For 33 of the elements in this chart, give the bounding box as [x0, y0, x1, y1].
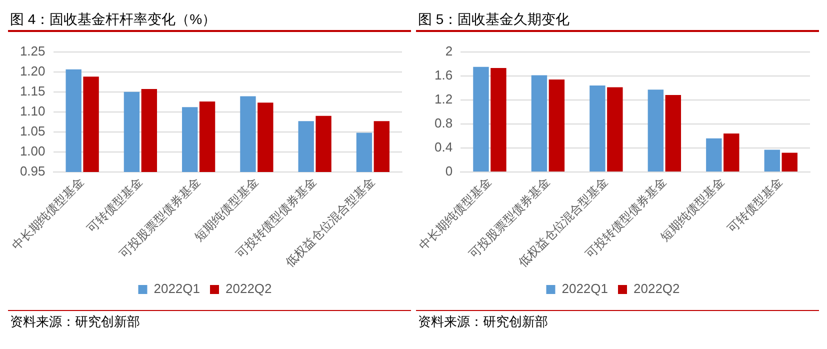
y-tick-label: 1.00 — [20, 144, 46, 159]
legend-label: 2022Q2 — [226, 281, 272, 296]
chart-title: 图 4：固收基金杆杆率变化（%） — [9, 10, 218, 29]
y-tick-label: 0 — [445, 164, 453, 179]
bar — [531, 75, 548, 172]
bar — [706, 138, 722, 172]
bar — [648, 90, 664, 172]
y-tick-label: 1.10 — [20, 103, 46, 118]
text: 资料来源：研究创新部 — [416, 311, 819, 333]
y-tick-label: 1.2 — [434, 91, 453, 106]
text: 资料来源：研究创新部 — [8, 311, 411, 333]
y-tick-label: 1.6 — [434, 67, 453, 82]
bar — [590, 85, 606, 172]
y-tick-label: 0.4 — [434, 140, 453, 155]
bar — [764, 150, 780, 172]
y-tick-label: 1.25 — [20, 43, 46, 58]
legend-label: 2022Q1 — [154, 281, 200, 296]
bar — [490, 68, 506, 172]
bar — [473, 66, 489, 172]
legend-label: 2022Q2 — [634, 281, 680, 296]
y-tick-label: 1.05 — [20, 123, 46, 138]
y-tick-label: 0.8 — [434, 115, 453, 130]
y-tick-label: 1.20 — [20, 63, 46, 78]
bar — [548, 79, 565, 172]
bar — [782, 152, 798, 172]
bar — [607, 87, 623, 172]
chart-title: 图 5：固收基金久期变化 — [417, 10, 571, 29]
y-tick-label: 2 — [445, 43, 453, 58]
x-tick-label: 可转债型基金 — [724, 174, 786, 236]
bar — [665, 95, 682, 172]
y-tick-label: 1.15 — [20, 83, 46, 98]
bar — [724, 134, 740, 172]
legend-label: 2022Q1 — [562, 281, 608, 296]
